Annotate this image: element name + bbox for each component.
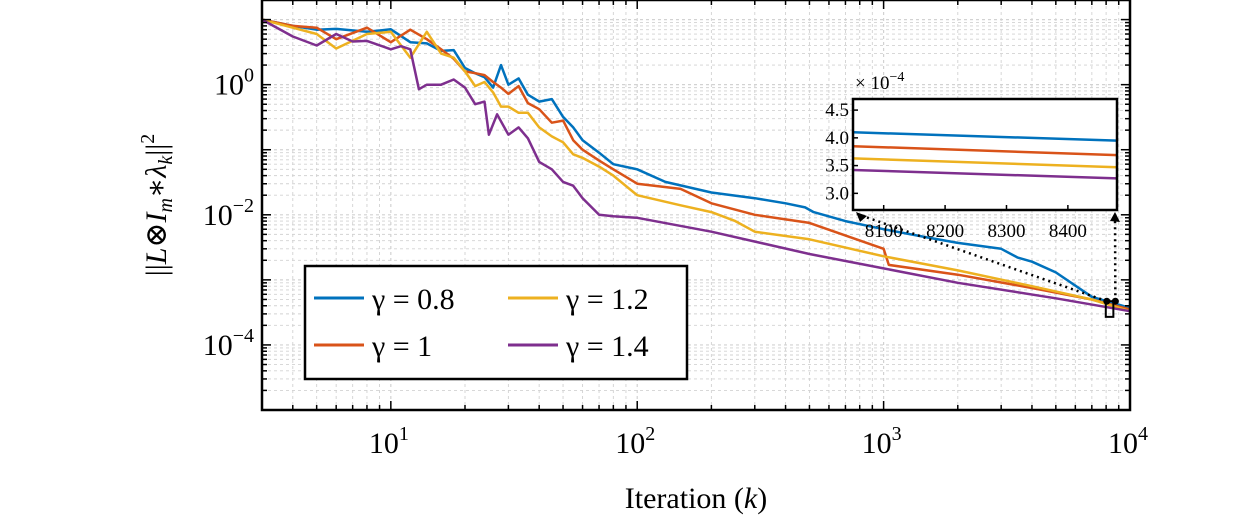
inset-x-tick-label: 8400	[1049, 221, 1087, 242]
inset-series-line	[852, 131, 1118, 142]
legend-box	[303, 264, 689, 381]
y-axis-title: ||L⊗Im∗λk||2	[137, 134, 177, 277]
x-axis-title: Iteration (k)	[625, 482, 767, 515]
inset-y-tick-label: 3.5	[825, 156, 849, 177]
inset-y-tick-label: 3.0	[825, 183, 849, 204]
y-tick-label: 10−2	[203, 195, 254, 232]
x-tick-label: 101	[369, 423, 409, 460]
legend-label: γ = 1	[371, 330, 432, 363]
series-line	[261, 18, 1131, 313]
legend: γ = 0.8 γ = 1.2 γ = 1 γ = 1.4	[303, 264, 689, 381]
main-plot-frame	[260, 0, 1132, 412]
y-tick-label: 100	[214, 65, 254, 102]
series-line	[261, 18, 1131, 311]
inset-tick-labels: 3.0 3.5 4.0 4.5 8100 8200 8300 8400	[825, 100, 1087, 242]
inset-frame	[851, 97, 1119, 212]
inset-x-tick-label: 8300	[987, 221, 1025, 242]
x-tick-label: 103	[862, 423, 902, 460]
inset-x-tick-label: 8100	[865, 221, 903, 242]
y-tick-label: 10−4	[203, 325, 254, 362]
inset-series-line	[852, 168, 1118, 180]
inset-x-tick-label: 8200	[926, 221, 964, 242]
zoom-connector-dot	[1111, 297, 1119, 305]
x-tick-label: 102	[615, 423, 655, 460]
series-line	[261, 18, 1131, 313]
legend-label: γ = 1.2	[565, 283, 649, 316]
zoom-connector-line	[856, 212, 1108, 303]
legend-label: γ = 1.4	[565, 330, 649, 363]
inset-y-tick-label: 4.5	[825, 100, 849, 121]
zoom-connector	[856, 212, 1120, 318]
series-line	[261, 18, 1131, 310]
x-tick-label: 104	[1108, 423, 1148, 460]
legend-label: γ = 0.8	[371, 283, 455, 316]
inset-series-lines	[852, 131, 1118, 180]
inset-series-line	[852, 157, 1118, 169]
main-tick-labels: 101 102 103 104 100 10−2 10−4	[203, 65, 1148, 460]
inset-series-line	[852, 144, 1118, 157]
inset-chart: 3.0 3.5 4.0 4.5 8100 8200 8300 8400 × 10−4	[825, 70, 1119, 242]
main-series-lines	[261, 18, 1131, 313]
zoom-connector-arrowhead	[1110, 212, 1120, 222]
zoom-connector-arrowhead	[856, 212, 867, 222]
inset-y-tick-label: 4.0	[825, 128, 849, 149]
inset-scale-label: × 10−4	[855, 70, 904, 94]
zoom-connector-dot	[1103, 297, 1111, 305]
